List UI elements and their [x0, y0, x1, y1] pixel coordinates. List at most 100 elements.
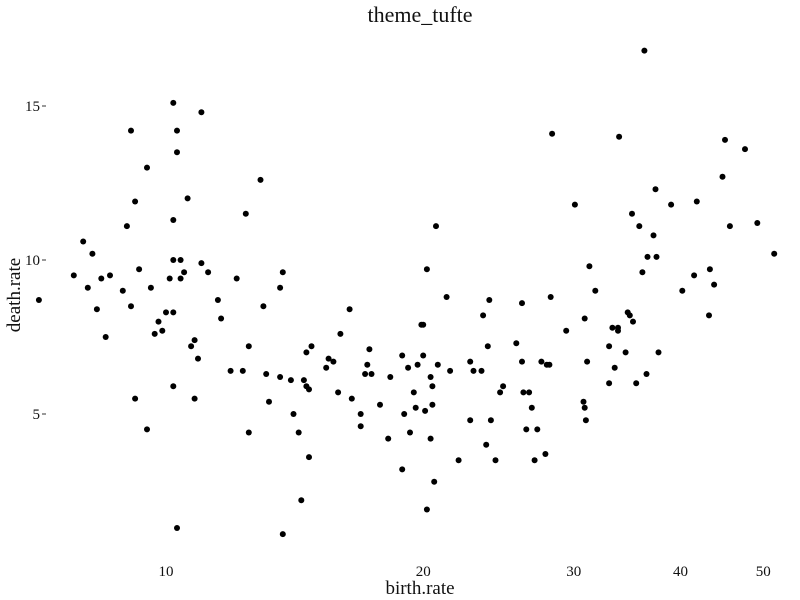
data-point	[633, 380, 640, 387]
x-tick-label: 40	[673, 564, 688, 580]
data-point	[401, 411, 408, 417]
data-point	[214, 297, 221, 303]
data-point	[399, 352, 406, 359]
data-point	[170, 257, 177, 263]
data-point	[584, 358, 591, 365]
data-point	[170, 383, 177, 390]
data-point	[128, 303, 134, 310]
data-point	[362, 371, 369, 377]
data-point	[119, 287, 126, 294]
data-point	[581, 404, 588, 411]
data-point	[195, 355, 201, 362]
data-point	[163, 309, 169, 316]
data-point	[218, 315, 225, 322]
data-point	[528, 404, 535, 411]
data-point	[277, 374, 284, 380]
data-point	[132, 395, 139, 402]
data-point	[181, 269, 188, 276]
data-point	[486, 297, 493, 303]
data-point	[144, 164, 150, 171]
data-point	[639, 269, 646, 276]
data-point	[290, 411, 297, 417]
data-point	[467, 417, 474, 424]
data-point	[295, 429, 302, 436]
data-point	[616, 133, 623, 140]
data-point	[615, 324, 621, 331]
x-tick-label: 50	[756, 564, 771, 580]
data-point	[306, 386, 312, 393]
data-point	[571, 201, 578, 208]
y-tick-label: 5	[33, 407, 41, 423]
data-point	[239, 367, 246, 374]
data-point	[480, 312, 487, 319]
data-point	[420, 321, 427, 328]
data-point	[706, 266, 713, 273]
data-point	[89, 250, 96, 257]
data-point	[151, 330, 158, 337]
data-point	[754, 220, 761, 226]
data-point	[245, 429, 252, 436]
data-point	[132, 198, 139, 205]
data-point	[581, 315, 588, 322]
data-point	[523, 426, 530, 433]
data-point	[191, 337, 198, 344]
data-point	[407, 429, 413, 436]
data-point	[742, 146, 748, 153]
data-point	[429, 383, 436, 390]
data-point	[443, 294, 450, 300]
data-point	[582, 417, 589, 424]
data-point	[542, 451, 549, 457]
data-point	[592, 287, 599, 294]
data-point	[427, 374, 434, 380]
data-point	[520, 389, 527, 396]
data-point	[147, 284, 154, 291]
data-point	[93, 306, 100, 313]
data-point	[303, 349, 310, 356]
data-point	[144, 426, 150, 433]
data-point	[227, 367, 234, 374]
data-point	[405, 364, 412, 371]
data-point	[487, 417, 494, 424]
data-point	[650, 232, 657, 239]
data-point	[423, 266, 430, 273]
data-point	[513, 340, 520, 347]
data-point	[484, 343, 491, 350]
y-axis-title: death.rate	[4, 258, 25, 332]
data-point	[266, 398, 272, 405]
data-point	[170, 99, 177, 106]
data-point	[546, 361, 553, 368]
data-point	[330, 358, 337, 365]
data-point	[519, 358, 525, 365]
data-point	[526, 389, 533, 396]
data-point	[706, 312, 712, 319]
data-point	[174, 525, 180, 531]
data-point	[500, 383, 507, 390]
data-point	[170, 217, 177, 223]
data-point	[136, 266, 143, 273]
data-point	[629, 210, 635, 217]
data-point	[377, 401, 383, 408]
data-point	[644, 253, 651, 260]
data-point	[84, 284, 91, 291]
data-point	[711, 281, 718, 288]
x-tick-label: 20	[416, 564, 431, 580]
data-point	[455, 457, 462, 464]
data-point	[260, 303, 267, 310]
data-point	[98, 275, 105, 282]
data-point	[155, 318, 162, 325]
data-point	[174, 149, 180, 156]
data-point	[174, 127, 180, 134]
data-point	[549, 130, 556, 137]
data-point	[563, 327, 570, 334]
points-group	[35, 47, 778, 538]
data-point	[431, 478, 438, 485]
data-point	[606, 380, 613, 387]
data-point	[399, 466, 406, 473]
data-point	[368, 371, 375, 377]
data-point	[337, 330, 344, 337]
data-point	[198, 260, 205, 267]
data-point	[636, 223, 643, 230]
data-point	[519, 300, 525, 307]
data-point	[693, 198, 700, 205]
